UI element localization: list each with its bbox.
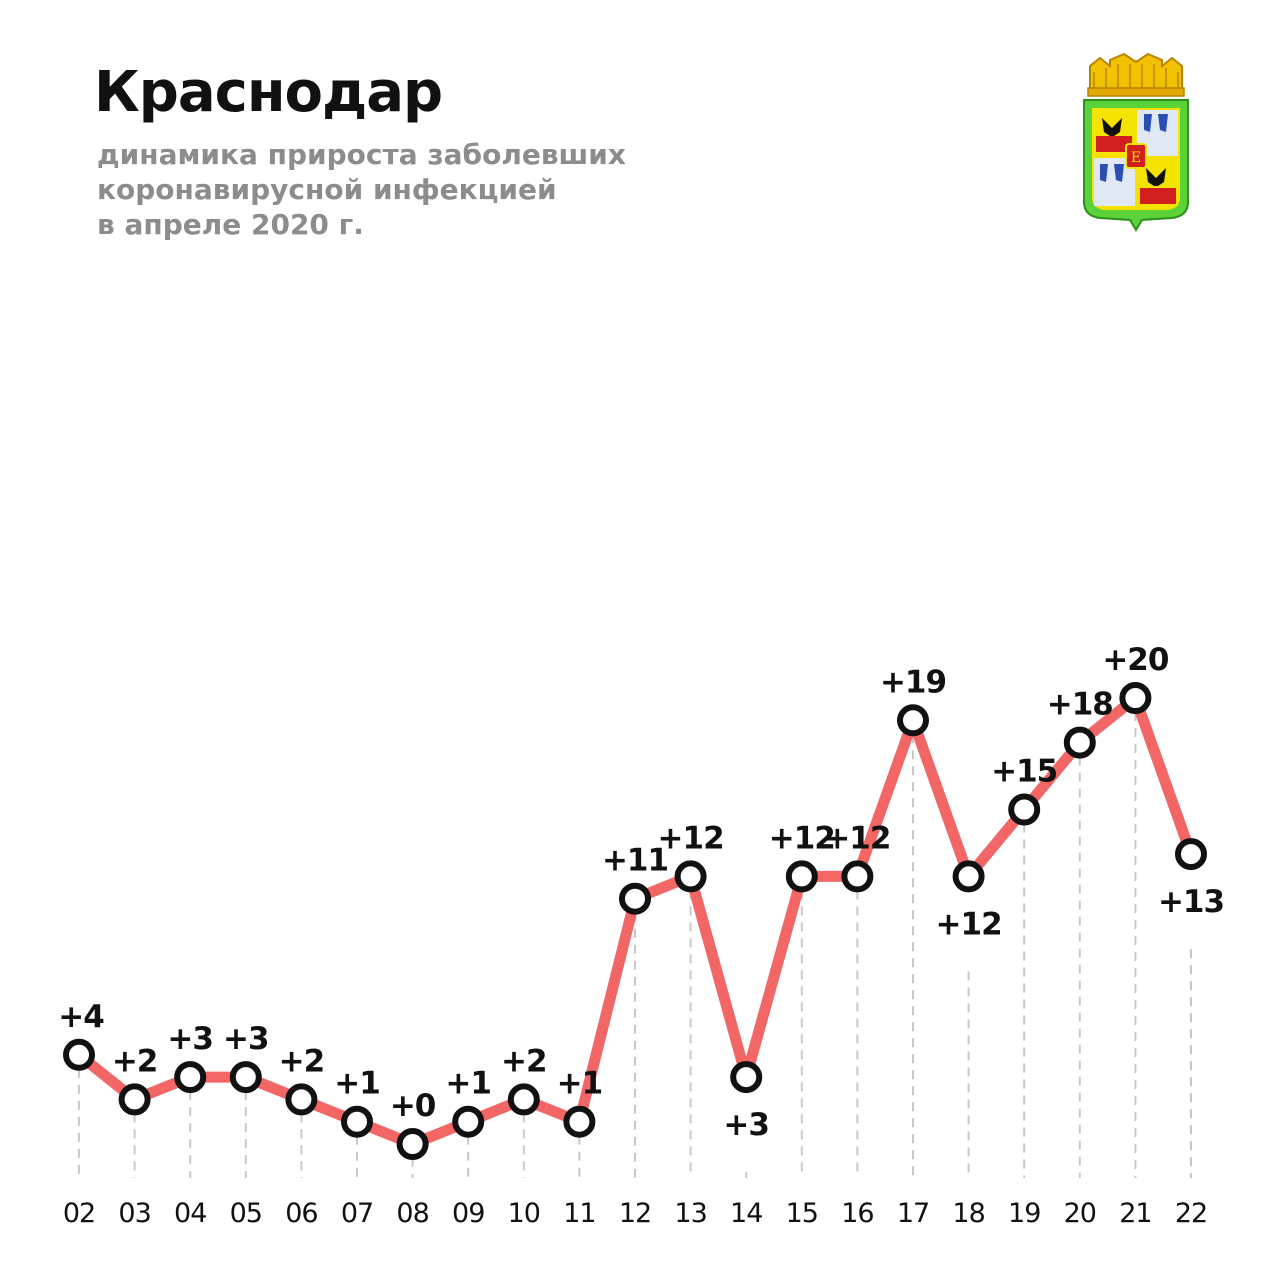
x-tick-label: 19 [1008,1198,1040,1229]
data-label: +1 [334,1066,380,1102]
x-tick-label: 04 [174,1198,206,1229]
data-label: +13 [1158,884,1224,920]
data-label: +15 [991,754,1057,790]
data-point [619,882,651,915]
data-point [452,1105,485,1138]
data-label: +1 [445,1066,491,1102]
data-point [63,1038,95,1071]
data-label: +11 [602,843,668,879]
drop-lines [78,712,1192,1178]
svg-text:E: E [1131,150,1141,166]
x-tick-label: 22 [1175,1198,1207,1229]
data-label: +18 [1047,687,1113,723]
data-point [507,1083,540,1116]
data-point [897,704,929,737]
data-point [285,1083,318,1116]
data-point [1008,793,1041,826]
x-tick-label: 09 [452,1198,484,1229]
data-label: +19 [880,664,946,700]
data-label: +12 [658,820,724,856]
page-title: Краснодар [94,60,443,125]
data-point [1063,726,1096,759]
data-point [952,860,985,893]
data-point [785,860,818,893]
x-tick-label: 08 [396,1198,428,1229]
x-tick-label: 18 [952,1198,984,1229]
x-tick-label: 11 [563,1198,595,1229]
data-label: +12 [936,906,1002,942]
data-label: +3 [223,1021,269,1057]
data-label: +4 [58,999,104,1035]
data-point [674,860,707,893]
data-point [118,1083,151,1116]
data-point [563,1105,596,1138]
page-subtitle: динамика прироста заболевших коронавирус… [97,137,626,242]
line-chart: +4+2+3 +3+2+1+0+1+2+1+11+12+3+12+12+19+12… [58,642,1225,1229]
x-tick-label: 10 [508,1198,540,1229]
data-label: +20 [1102,642,1169,678]
x-tick-label: 06 [285,1198,317,1229]
data-point [841,860,874,893]
x-tick-label: 03 [118,1198,150,1229]
subtitle-line-2: коронавирусной инфекцией [97,173,557,206]
x-tick-label: 17 [897,1198,929,1229]
data-label: +3 [723,1107,769,1143]
crown-icon [1087,52,1185,97]
data-label: +3 [167,1021,213,1057]
coat-of-arms-icon: E [1083,52,1189,232]
data-point [1175,838,1207,871]
data-point [229,1061,262,1094]
x-tick-label: 12 [619,1198,651,1229]
data-point [730,1061,763,1094]
subtitle-line-1: динамика прироста заболевших [97,138,626,171]
x-tick-label: 13 [674,1198,706,1229]
subtitle-line-3: в апреле 2020 г. [97,208,364,241]
data-point [341,1105,373,1138]
data-label: +12 [824,820,890,856]
data-point [396,1128,429,1160]
x-tick-label: 02 [63,1198,95,1229]
value-labels: +4+2+3 +3+2+1+0+1+2+1+11+12+3+12+12+19+12… [58,642,1225,1143]
data-label: +12 [769,820,835,856]
x-tick-label: 15 [786,1198,818,1229]
x-tick-label: 14 [730,1198,762,1229]
data-point [174,1061,207,1094]
x-tick-label: 21 [1119,1198,1151,1229]
data-label: +0 [390,1088,436,1124]
x-axis-tick-labels: 02 03 04 05 06 07 08 09 10 11 12 13 14 15 16 17 18 19 20 21… [63,1198,1208,1229]
markers [63,682,1207,1160]
data-label: +2 [501,1043,547,1079]
data-point [1119,682,1152,714]
x-tick-label: 07 [341,1198,373,1229]
data-label: +1 [557,1066,603,1102]
data-label: +2 [279,1043,325,1079]
x-tick-label: 16 [841,1198,873,1229]
x-tick-label: 05 [230,1198,262,1229]
data-label: +2 [112,1043,158,1079]
x-tick-label: 20 [1064,1198,1096,1229]
